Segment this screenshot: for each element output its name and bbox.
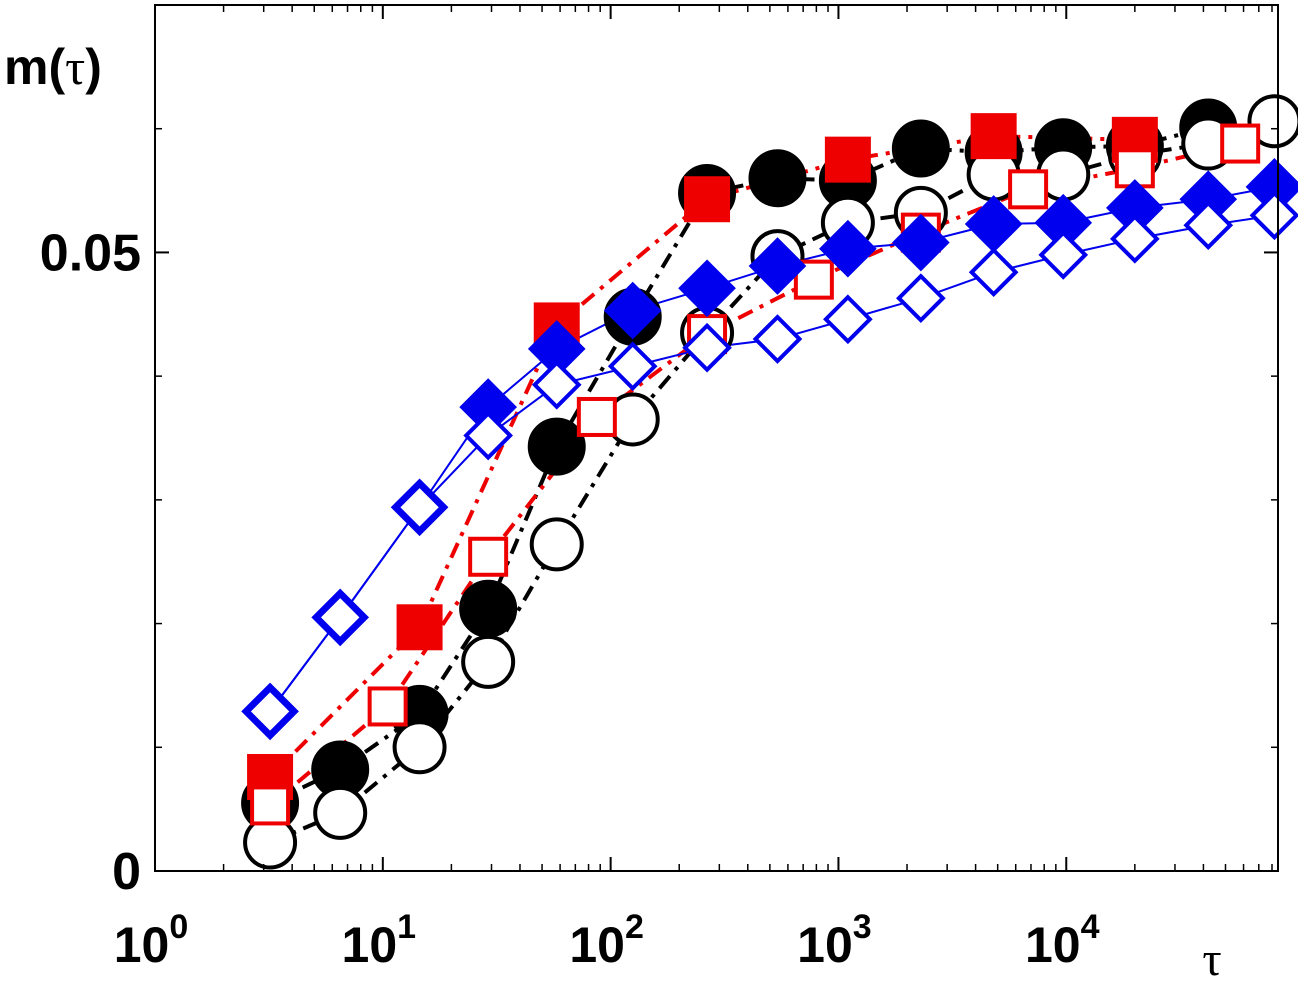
data-point-diamond bbox=[819, 219, 877, 278]
data-point-square bbox=[684, 176, 731, 223]
x-tick-label: 101 bbox=[342, 908, 417, 973]
data-point-diamond bbox=[1110, 213, 1160, 264]
x-tick-base: 10 bbox=[569, 917, 625, 973]
y-axis-label-close: ) bbox=[85, 39, 102, 95]
data-point-circle bbox=[459, 579, 518, 638]
data-point-diamond bbox=[394, 482, 445, 533]
data-point-diamond bbox=[245, 686, 295, 737]
data-point-diamond bbox=[315, 592, 366, 643]
x-tick-base: 10 bbox=[114, 917, 170, 973]
data-point-diamond bbox=[748, 237, 807, 295]
y-axis-label: m(τ) bbox=[4, 39, 102, 95]
x-tick-exponent: 3 bbox=[853, 908, 872, 946]
x-tick-base: 10 bbox=[342, 917, 398, 973]
series-markers bbox=[241, 94, 1298, 870]
plot-frame bbox=[154, 4, 1279, 872]
data-point-square bbox=[1008, 169, 1049, 210]
data-point-square bbox=[367, 686, 408, 727]
x-tick-label: 102 bbox=[569, 908, 644, 973]
data-point-circle bbox=[313, 785, 368, 840]
data-point-diamond bbox=[752, 314, 803, 364]
x-tick-exponent: 0 bbox=[169, 908, 188, 946]
data-point-square bbox=[576, 396, 617, 437]
y-tick-label: 0.05 bbox=[40, 224, 141, 282]
data-point-square bbox=[250, 785, 291, 826]
y-axis-label-symbol: τ bbox=[65, 39, 85, 95]
x-tick-label: 100 bbox=[114, 908, 189, 973]
data-point-circle bbox=[529, 517, 584, 572]
data-point-diamond bbox=[1183, 200, 1234, 251]
y-axis-label-main: m( bbox=[4, 39, 65, 95]
data-point-square bbox=[1220, 123, 1261, 164]
y-tick-label: 0 bbox=[112, 843, 141, 901]
x-tick-label: 104 bbox=[1025, 908, 1100, 973]
x-tick-label: 103 bbox=[797, 908, 872, 973]
data-point-diamond bbox=[607, 341, 658, 392]
data-point-circle bbox=[891, 119, 950, 178]
data-point-circle bbox=[748, 149, 807, 208]
data-point-square bbox=[396, 604, 443, 651]
x-tick-exponent: 4 bbox=[1081, 908, 1100, 946]
data-point-diamond bbox=[1038, 230, 1089, 280]
axis-ticks bbox=[154, 5, 1278, 872]
x-tick-exponent: 1 bbox=[397, 908, 416, 946]
data-point-diamond bbox=[823, 294, 873, 345]
data-point-diamond bbox=[896, 273, 946, 324]
data-point-square bbox=[824, 136, 871, 183]
data-point-circle bbox=[392, 720, 447, 775]
data-point-diamond bbox=[678, 259, 736, 318]
data-point-diamond bbox=[892, 213, 950, 272]
data-point-square bbox=[970, 113, 1017, 160]
x-tick-exponent: 2 bbox=[625, 908, 644, 946]
data-point-circle bbox=[461, 634, 516, 689]
x-axis-label: τ bbox=[1202, 933, 1221, 981]
data-point-diamond bbox=[463, 410, 513, 461]
data-point-diamond bbox=[603, 281, 662, 340]
data-point-diamond bbox=[968, 247, 1019, 298]
x-tick-base: 10 bbox=[1025, 917, 1081, 973]
data-point-diamond bbox=[531, 359, 582, 410]
data-point-circle bbox=[1247, 94, 1298, 149]
data-point-circle bbox=[527, 417, 586, 476]
x-tick-base: 10 bbox=[797, 917, 853, 973]
data-point-square bbox=[468, 536, 509, 577]
data-point-diamond bbox=[682, 322, 732, 373]
data-point-diamond bbox=[1249, 190, 1298, 241]
